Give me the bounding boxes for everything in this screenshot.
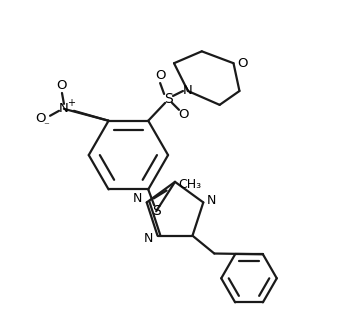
Text: O: O bbox=[237, 57, 248, 70]
Text: N: N bbox=[207, 194, 216, 207]
Text: S: S bbox=[152, 204, 161, 218]
Text: O: O bbox=[35, 112, 45, 125]
Text: O: O bbox=[57, 79, 67, 91]
Text: O: O bbox=[179, 108, 189, 121]
Text: ⁻: ⁻ bbox=[43, 122, 49, 132]
Text: N: N bbox=[144, 232, 153, 245]
Text: N: N bbox=[59, 102, 69, 115]
Text: CH₃: CH₃ bbox=[178, 178, 202, 191]
Text: +: + bbox=[67, 98, 75, 108]
Text: S: S bbox=[164, 92, 172, 106]
Text: N: N bbox=[183, 84, 193, 97]
Text: O: O bbox=[155, 69, 165, 82]
Text: N: N bbox=[133, 192, 143, 205]
